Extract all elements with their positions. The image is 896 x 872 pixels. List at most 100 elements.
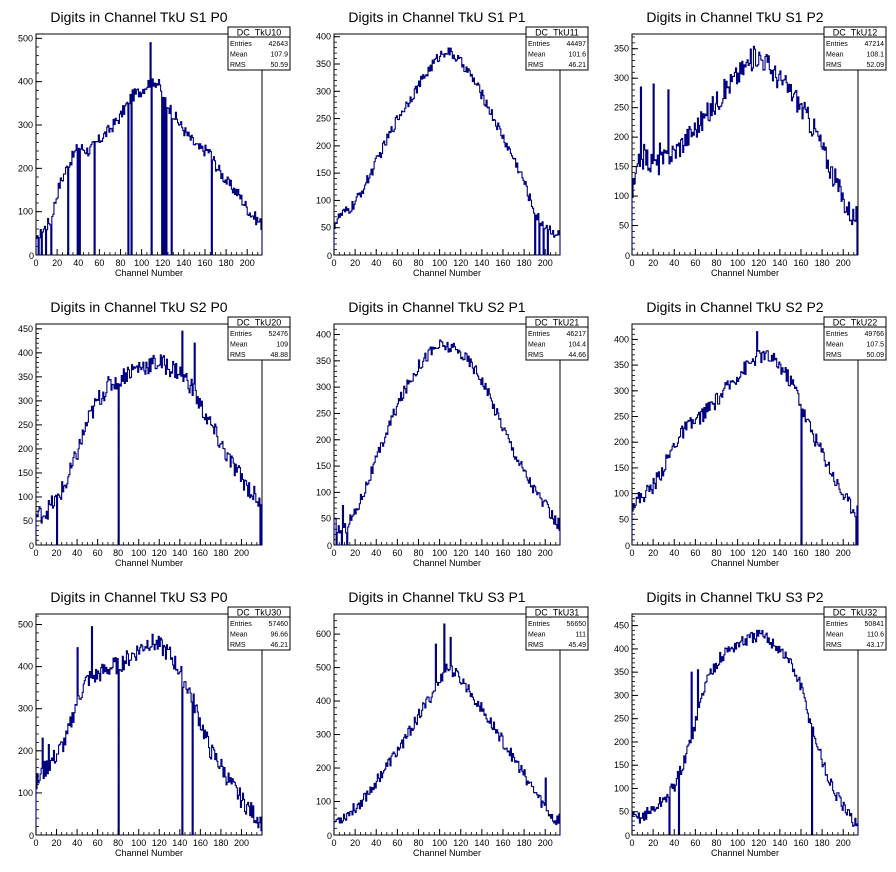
stats-box: DC_TkU12 Entries 47214 Mean 108.1 RMS 52.09 — [823, 26, 887, 71]
stats-value: 107.5 — [866, 342, 884, 349]
stats-name: DC_TkU12 — [833, 28, 878, 38]
x-tick-label: 120 — [453, 258, 468, 268]
stats-name: DC_TkU21 — [535, 318, 580, 328]
stats-value: 45.49 — [568, 642, 586, 649]
stats-box-frame — [227, 26, 291, 71]
stats-box: DC_TkU30 Entries 57460 Mean 96.66 RMS 46.21 — [227, 606, 291, 651]
stats-name: DC_TkU11 — [535, 28, 579, 38]
stats-value: 42643 — [269, 41, 289, 48]
stats-value: 50.59 — [270, 62, 288, 69]
x-tick-label: 20 — [52, 258, 62, 268]
x-tick-label: 180 — [815, 548, 830, 558]
stats-key: Entries — [528, 41, 550, 48]
y-tick-label: 50 — [619, 514, 629, 524]
x-tick-label: 140 — [474, 258, 489, 268]
y-zero-label: 0 — [29, 251, 34, 261]
y-zero-label: 0 — [327, 251, 332, 261]
stats-box-frame — [227, 316, 291, 361]
stats-key: Entries — [528, 621, 550, 628]
y-tick-label: 300 — [316, 382, 331, 392]
histogram-panel: Digits in Channel TkU S2 P0 0 20 40 60 80 100 1… — [18, 299, 291, 568]
x-tick-label: 60 — [392, 838, 402, 848]
x-tick-label: 80 — [711, 258, 721, 268]
x-tick-label: 80 — [711, 548, 721, 558]
stats-box: DC_TkU32 Entries 50841 Mean 110.6 RMS 43.17 — [823, 606, 887, 651]
histogram-line — [35, 42, 263, 256]
x-tick-label: 160 — [193, 838, 208, 848]
chart-title: Digits in Channel TkU S2 P2 — [646, 299, 823, 315]
stats-value: 111 — [575, 632, 586, 639]
y-tick-label: 150 — [316, 168, 331, 178]
x-tick-label: 0 — [331, 258, 336, 268]
x-tick-label: 100 — [432, 548, 447, 558]
x-axis-label: Channel Number — [711, 848, 779, 858]
stats-value: 44.66 — [568, 352, 586, 359]
x-tick-label: 200 — [234, 548, 249, 558]
y-zero-label: 0 — [29, 541, 34, 551]
y-tick-label: 250 — [18, 420, 33, 430]
x-tick-label: 100 — [730, 548, 745, 558]
x-tick-label: 20 — [648, 548, 658, 558]
x-tick-label: 120 — [152, 548, 167, 558]
x-tick-label: 60 — [93, 548, 103, 558]
stats-box: DC_TkU10 Entries 42643 Mean 107.9 RMS 50.59 — [227, 26, 291, 71]
histogram-line — [333, 47, 561, 256]
x-tick-label: 40 — [669, 258, 679, 268]
x-tick-label: 160 — [495, 838, 510, 848]
x-tick-label: 140 — [474, 838, 489, 848]
stats-key: Entries — [230, 41, 252, 48]
stats-box-frame — [823, 606, 887, 651]
stats-key: Entries — [826, 41, 848, 48]
chart-title: Digits in Channel TkU S3 P2 — [646, 589, 823, 605]
stats-box-frame — [227, 606, 291, 651]
stats-value: 52.09 — [866, 62, 884, 69]
x-tick-label: 20 — [52, 548, 62, 558]
stats-key: RMS — [826, 62, 842, 69]
histogram-panel: Digits in Channel TkU S2 P2 0 20 40 60 80 100 1… — [614, 299, 887, 568]
y-tick-label: 500 — [316, 663, 331, 673]
histogram-panel: Digits in Channel TkU S1 P0 0 20 40 60 80 100 1… — [18, 9, 291, 278]
y-tick-label: 350 — [614, 667, 629, 677]
x-tick-label: 100 — [131, 548, 146, 558]
y-tick-label: 400 — [316, 32, 331, 42]
y-tick-label: 100 — [316, 487, 331, 497]
stats-box-frame — [525, 26, 589, 71]
x-tick-label: 60 — [93, 838, 103, 848]
y-tick-label: 200 — [316, 435, 331, 445]
stats-key: Mean — [230, 52, 248, 59]
x-tick-label: 140 — [772, 258, 787, 268]
y-tick-label: 250 — [316, 114, 331, 124]
x-axis-label: Channel Number — [413, 558, 481, 568]
y-tick-label: 400 — [614, 644, 629, 654]
y-tick-label: 50 — [619, 221, 629, 231]
stats-value: 44497 — [567, 41, 587, 48]
y-zero-label: 0 — [625, 251, 630, 261]
x-tick-label: 40 — [72, 548, 82, 558]
stats-key: Entries — [826, 621, 848, 628]
y-tick-label: 200 — [614, 437, 629, 447]
y-tick-label: 50 — [321, 514, 331, 524]
y-tick-label: 50 — [619, 807, 629, 817]
stats-key: Mean — [528, 52, 546, 59]
y-tick-label: 100 — [18, 788, 33, 798]
x-axis-label: Channel Number — [711, 558, 779, 568]
y-tick-label: 150 — [18, 468, 33, 478]
plot-frame — [631, 33, 859, 256]
y-tick-label: 250 — [614, 714, 629, 724]
histogram-line — [35, 626, 263, 836]
chart-title: Digits in Channel TkU S3 P1 — [348, 589, 525, 605]
x-tick-label: 40 — [669, 548, 679, 558]
x-tick-label: 80 — [115, 258, 125, 268]
y-tick-label: 50 — [321, 223, 331, 233]
x-tick-label: 80 — [413, 258, 423, 268]
y-tick-label: 250 — [614, 412, 629, 422]
x-tick-label: 180 — [219, 258, 234, 268]
x-tick-label: 40 — [371, 548, 381, 558]
stats-name: DC_TkU32 — [833, 608, 878, 618]
stats-box-frame — [525, 606, 589, 651]
x-tick-label: 60 — [392, 258, 402, 268]
x-tick-label: 100 — [730, 838, 745, 848]
chart-title: Digits in Channel TkU S2 P1 — [348, 299, 525, 315]
y-tick-label: 200 — [614, 737, 629, 747]
